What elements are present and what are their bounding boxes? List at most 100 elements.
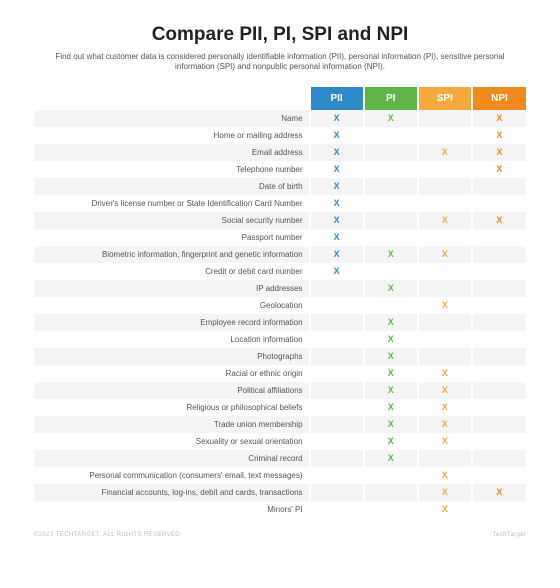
footer-left: ©2023 TECHTARGET. ALL RIGHTS RESERVED — [34, 532, 180, 538]
cell-spi — [418, 110, 472, 127]
cell-pii: X — [310, 144, 364, 161]
cell-pii — [310, 501, 364, 518]
row-label: Personal communication (consumers' email… — [34, 467, 310, 484]
subtitle: Find out what customer data is considere… — [50, 52, 510, 73]
cell-spi: X — [418, 433, 472, 450]
cell-pi — [364, 263, 418, 280]
row-label: Minors' PI — [34, 501, 310, 518]
cell-pi — [364, 144, 418, 161]
row-label: Sexuality or sexual orientation — [34, 433, 310, 450]
table-body: NameXXXHome or mailing addressXXEmail ad… — [34, 110, 526, 518]
cell-pi: X — [364, 246, 418, 263]
row-label: Racial or ethnic origin — [34, 365, 310, 382]
cell-npi — [472, 501, 526, 518]
cell-pii: X — [310, 178, 364, 195]
infographic-card: Compare PII, PI, SPI and NPI Find out wh… — [0, 0, 560, 528]
cell-npi — [472, 297, 526, 314]
table-row: Credit or debit card numberX — [34, 263, 526, 280]
cell-spi — [418, 331, 472, 348]
cell-pi: X — [364, 416, 418, 433]
cell-pi: X — [364, 450, 418, 467]
row-label: Geolocation — [34, 297, 310, 314]
table-header-row: PIIPISPINPI — [34, 87, 526, 110]
row-label: Trade union membership — [34, 416, 310, 433]
cell-spi: X — [418, 399, 472, 416]
cell-pi — [364, 161, 418, 178]
row-label: Name — [34, 110, 310, 127]
row-label: IP addresses — [34, 280, 310, 297]
row-label: Social security number — [34, 212, 310, 229]
table-row: Home or mailing addressXX — [34, 127, 526, 144]
cell-npi — [472, 348, 526, 365]
cell-pii — [310, 348, 364, 365]
table-row: Telephone numberXX — [34, 161, 526, 178]
cell-npi — [472, 331, 526, 348]
table-header-spacer — [34, 87, 310, 110]
cell-pii: X — [310, 263, 364, 280]
cell-pii — [310, 467, 364, 484]
column-header-npi: NPI — [472, 87, 526, 110]
row-label: Religious or philosophical beliefs — [34, 399, 310, 416]
row-label: Political affiliations — [34, 382, 310, 399]
cell-pii — [310, 297, 364, 314]
row-label: Biometric information, fingerprint and g… — [34, 246, 310, 263]
table-row: Driver's license number or State Identif… — [34, 195, 526, 212]
table-row: Racial or ethnic originXX — [34, 365, 526, 382]
table-row: Geolocation X — [34, 297, 526, 314]
cell-pi — [364, 212, 418, 229]
cell-npi: X — [472, 127, 526, 144]
cell-npi — [472, 382, 526, 399]
cell-pi: X — [364, 399, 418, 416]
cell-pii — [310, 331, 364, 348]
cell-pi: X — [364, 314, 418, 331]
cell-npi: X — [472, 161, 526, 178]
cell-pii — [310, 365, 364, 382]
table-row: Political affiliationsXX — [34, 382, 526, 399]
cell-pi — [364, 127, 418, 144]
cell-pii — [310, 484, 364, 501]
cell-pi: X — [364, 331, 418, 348]
cell-pi: X — [364, 382, 418, 399]
cell-npi — [472, 195, 526, 212]
cell-pi — [364, 178, 418, 195]
cell-spi: X — [418, 467, 472, 484]
row-label: Telephone number — [34, 161, 310, 178]
footer: ©2023 TECHTARGET. ALL RIGHTS RESERVED Te… — [0, 528, 560, 538]
table-row: Criminal recordX — [34, 450, 526, 467]
cell-pi — [364, 501, 418, 518]
cell-spi — [418, 263, 472, 280]
cell-spi — [418, 280, 472, 297]
cell-spi: X — [418, 297, 472, 314]
cell-spi — [418, 195, 472, 212]
cell-npi: X — [472, 144, 526, 161]
cell-spi: X — [418, 484, 472, 501]
cell-spi: X — [418, 212, 472, 229]
cell-pi — [364, 229, 418, 246]
comparison-table: PIIPISPINPI NameXXXHome or mailing addre… — [34, 87, 526, 518]
cell-pii — [310, 433, 364, 450]
cell-pi: X — [364, 348, 418, 365]
table-row: Email addressXXX — [34, 144, 526, 161]
table-row: Employee record information X — [34, 314, 526, 331]
cell-spi — [418, 161, 472, 178]
cell-npi — [472, 280, 526, 297]
cell-pii: X — [310, 127, 364, 144]
cell-pi — [364, 484, 418, 501]
table-row: Minors' PIX — [34, 501, 526, 518]
cell-spi: X — [418, 365, 472, 382]
cell-npi — [472, 433, 526, 450]
row-label: Home or mailing address — [34, 127, 310, 144]
cell-npi — [472, 246, 526, 263]
row-label: Employee record information — [34, 314, 310, 331]
table-row: IP addressesX — [34, 280, 526, 297]
cell-pii — [310, 416, 364, 433]
cell-spi — [418, 229, 472, 246]
cell-npi — [472, 467, 526, 484]
cell-npi — [472, 399, 526, 416]
cell-pi: X — [364, 433, 418, 450]
cell-pii — [310, 280, 364, 297]
cell-npi — [472, 178, 526, 195]
cell-pii: X — [310, 246, 364, 263]
cell-npi — [472, 263, 526, 280]
table-row: Religious or philosophical beliefs XX — [34, 399, 526, 416]
